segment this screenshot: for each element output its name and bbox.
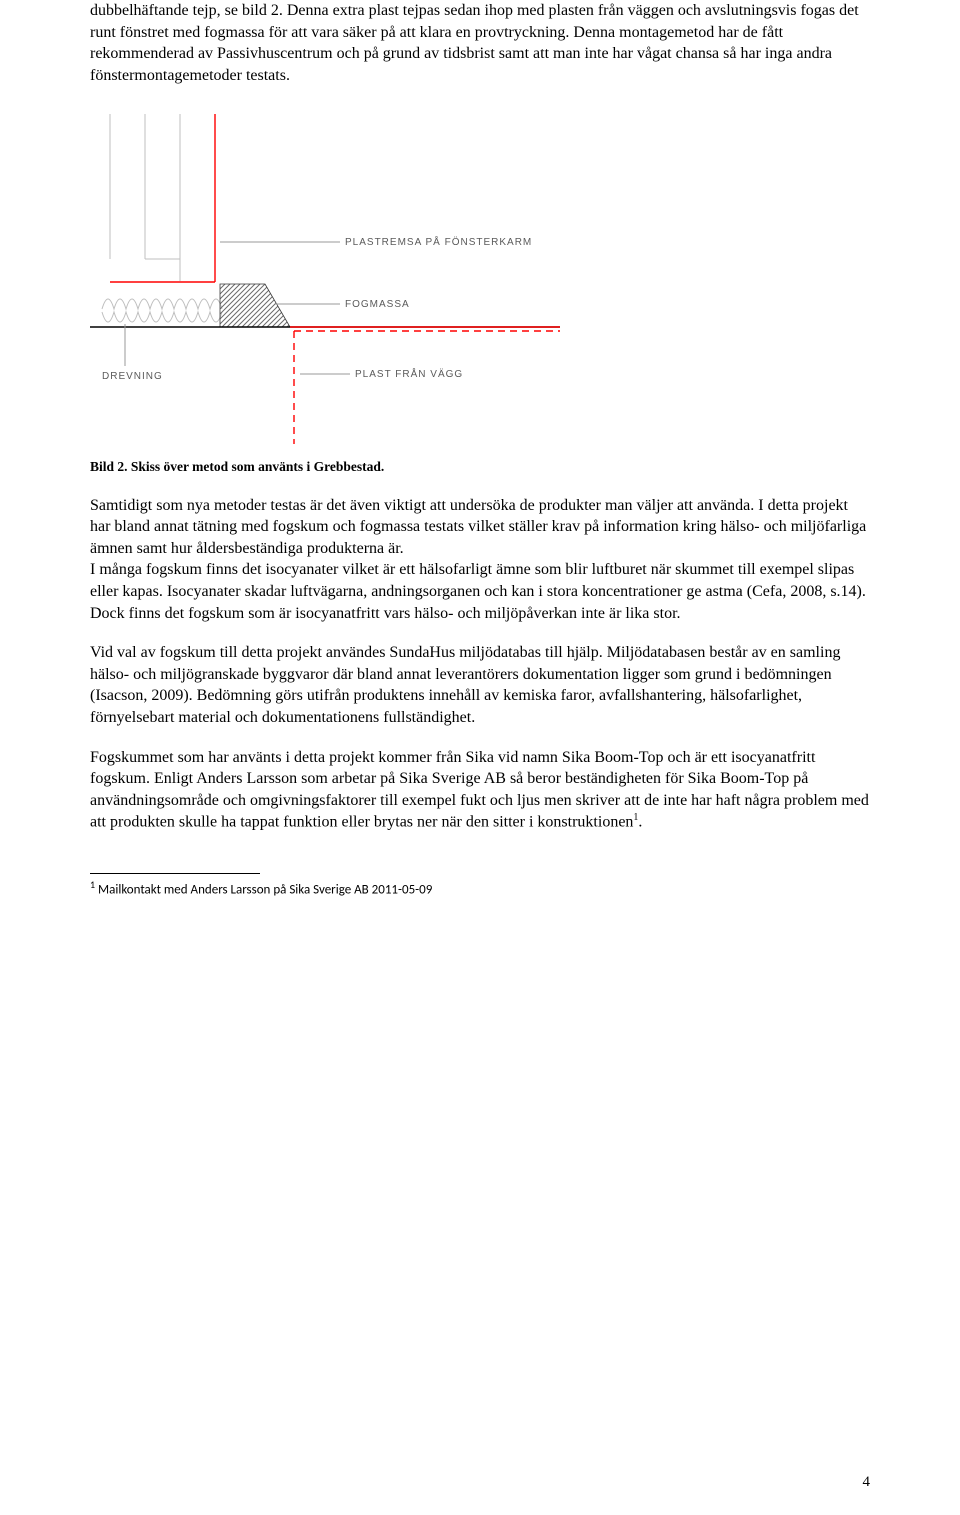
label-plast-fran-vagg: PLAST FRÅN VÄGG [355,367,463,380]
diagram-svg: PLASTREMSA PÅ FÖNSTERKARM FOGMASSA PLAST… [90,114,560,444]
figure-caption: Bild 2. Skiss över metod som använts i G… [90,458,870,476]
intro-paragraph: dubbelhäftande tejp, se bild 2. Denna ex… [90,0,870,86]
window-detail-diagram: PLASTREMSA PÅ FÖNSTERKARM FOGMASSA PLAST… [90,114,870,444]
label-plastremsa: PLASTREMSA PÅ FÖNSTERKARM [345,235,532,248]
footnote-separator [90,873,260,874]
label-drevning: DREVNING [102,371,163,382]
label-fogmassa: FOGMASSA [345,299,410,310]
paragraph-products: Samtidigt som nya metoder testas är det … [90,495,870,625]
page-number: 4 [863,1474,871,1491]
footnote-1: 1 Mailkontakt med Anders Larsson på Sika… [90,878,870,897]
paragraph-sundahus: Vid val av fogskum till detta projekt an… [90,642,870,728]
document-page: dubbelhäftande tejp, se bild 2. Denna ex… [0,0,960,1515]
paragraph-sika: Fogskummet som har använts i detta proje… [90,747,870,834]
